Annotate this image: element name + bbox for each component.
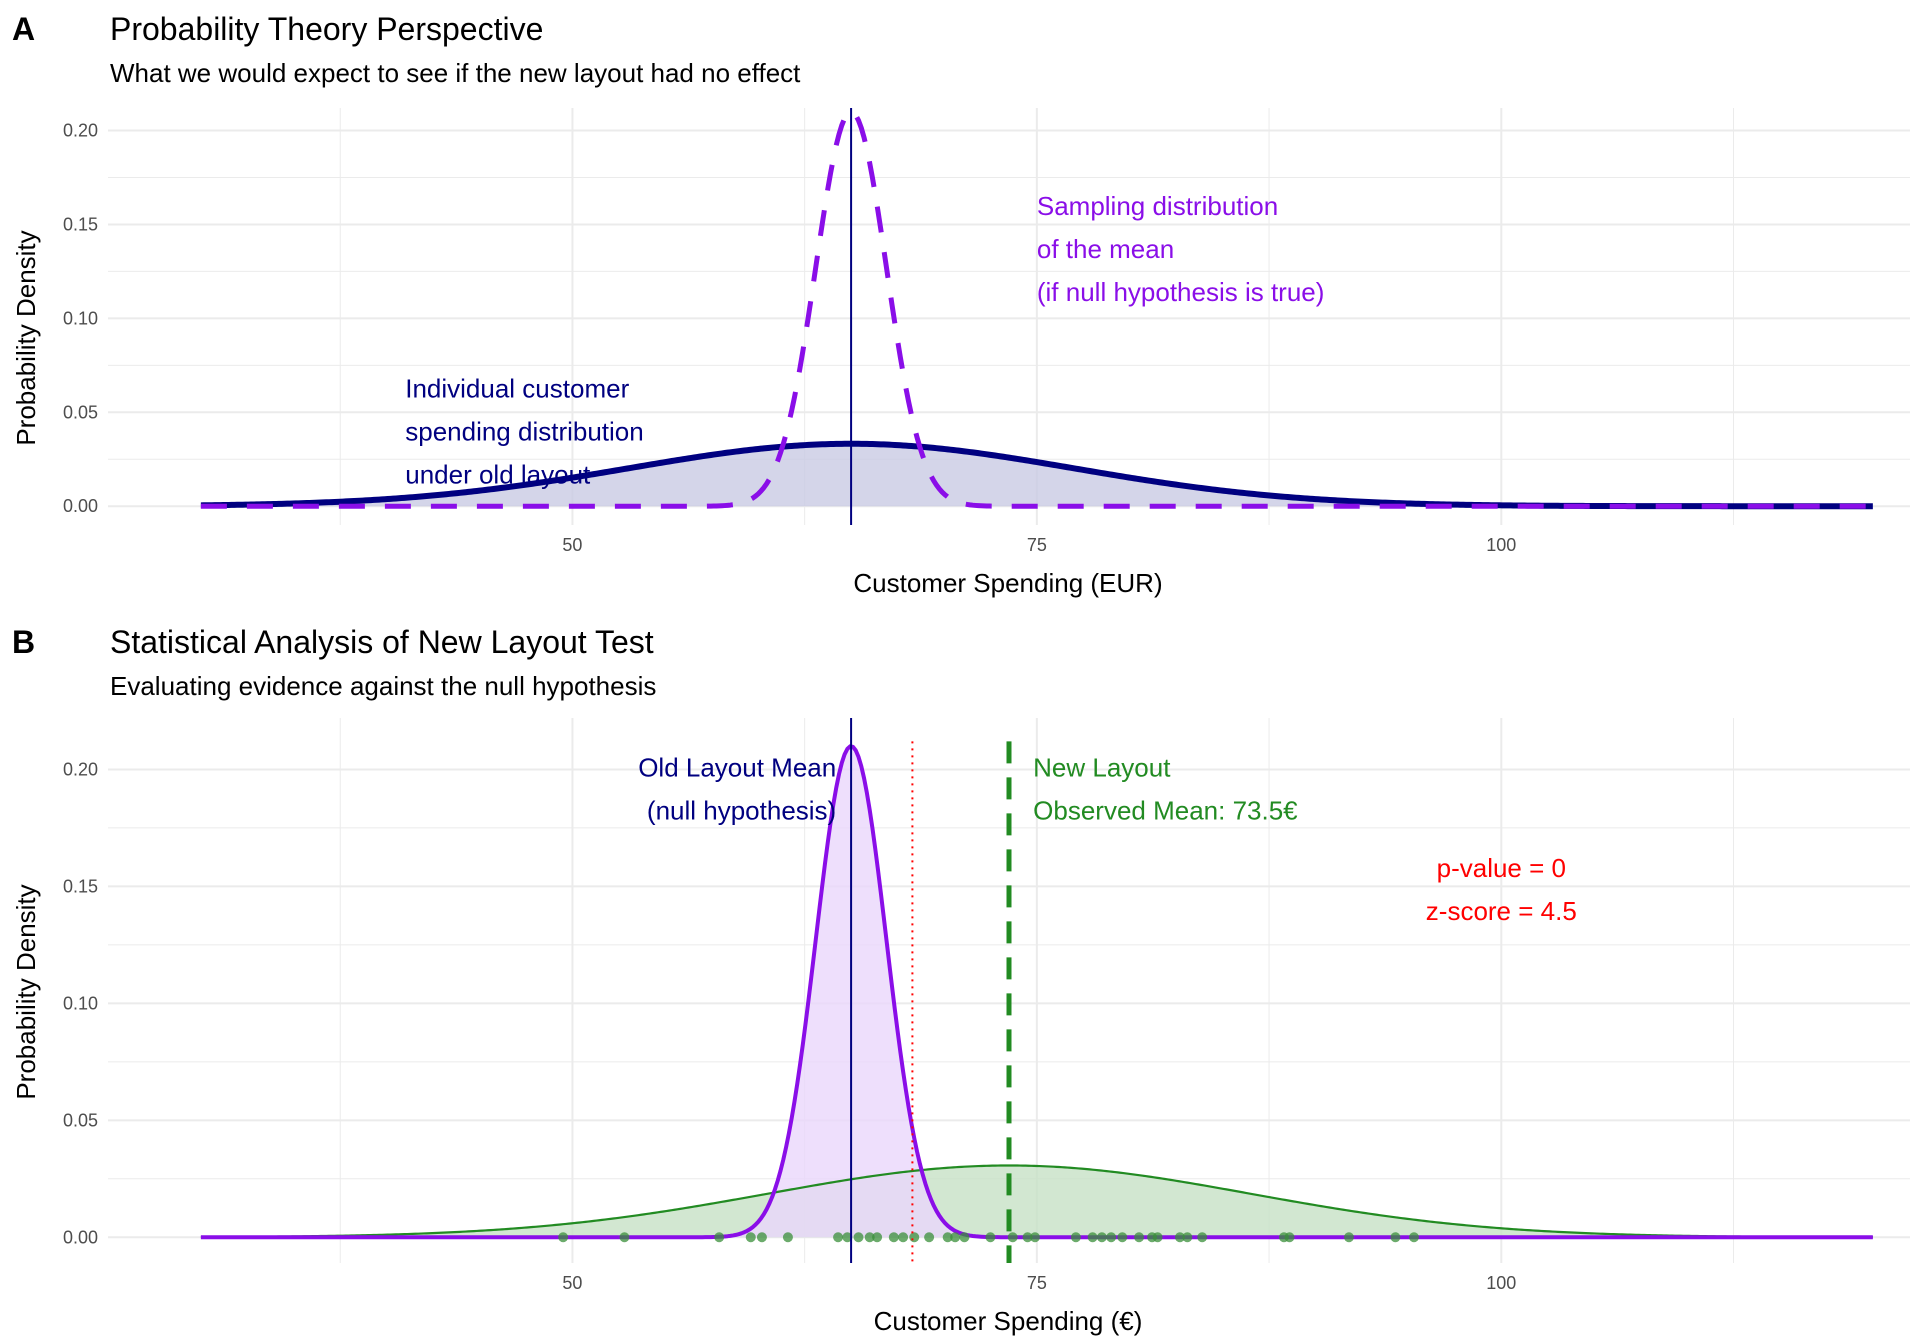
panel-b-reference-lines: [850, 718, 1012, 1263]
observation-point: [1007, 1232, 1018, 1243]
density-fill-0: [200, 443, 1873, 507]
annotation-line: of the mean: [1037, 234, 1174, 264]
y-tick-label: 0.10: [63, 993, 98, 1013]
density-curve-0: [200, 440, 1874, 510]
panel-a-subtitle: What we would expect to see if the new l…: [110, 58, 801, 88]
observation-point: [853, 1232, 864, 1243]
observation-point: [558, 1232, 569, 1243]
panel-a-tag: A: [12, 11, 35, 47]
observation-point: [864, 1232, 875, 1243]
observation-point: [888, 1232, 899, 1243]
y-tick-label: 0.20: [63, 121, 98, 141]
panel-b-tag: B: [12, 624, 35, 660]
panel-a-y-axis-title: Probability Density: [11, 230, 41, 445]
y-tick-label: 0.05: [63, 1110, 98, 1130]
observation-point: [1070, 1232, 1081, 1243]
observation-point: [1152, 1232, 1163, 1243]
y-tick-label: 0.00: [63, 496, 98, 516]
y-tick-label: 0.15: [63, 876, 98, 896]
annotation-1: New Layout Observed Mean: 73.5€: [1033, 752, 1298, 825]
observation-point: [1182, 1232, 1193, 1243]
observation-point: [1087, 1232, 1098, 1243]
panel-a-x-axis-title: Customer Spending (EUR): [853, 568, 1162, 598]
y-tick-label: 0.10: [63, 308, 98, 328]
observation-point: [959, 1232, 970, 1243]
panel-b-x-tick-labels: 50 75 100: [562, 1273, 1516, 1293]
x-tick-label: 100: [1486, 1273, 1516, 1293]
observation-point: [833, 1232, 844, 1243]
observation-point: [1390, 1232, 1401, 1243]
observation-point: [924, 1232, 935, 1243]
annotation-2: p-value = 0 z-score = 4.5: [1426, 853, 1577, 926]
observation-point: [745, 1232, 756, 1243]
observation-point: [1117, 1232, 1128, 1243]
observation-point: [1174, 1232, 1185, 1243]
panel-a-curves: [200, 109, 1874, 510]
density-curve-1: [200, 109, 1873, 509]
annotation-0: Old Layout Mean (null hypothesis): [638, 752, 836, 825]
observation-point: [782, 1232, 793, 1243]
annotation-line: New Layout: [1033, 752, 1171, 782]
panel-a-fills: [200, 443, 1873, 507]
annotation-1: Individual customer spending distribution…: [405, 373, 644, 489]
annotation-line: under old layout: [405, 459, 591, 489]
annotation-0: Sampling distribution of the mean (if null…: [1037, 191, 1325, 307]
annotation-line: Sampling distribution: [1037, 191, 1278, 221]
panel-a-x-tick-labels: 50 75 100: [562, 535, 1516, 555]
observation-point: [1134, 1232, 1145, 1243]
panel-b-fills: [200, 746, 1873, 1238]
panel-b: B Statistical Analysis of New Layout Tes…: [11, 624, 1910, 1336]
y-tick-label: 0.15: [63, 214, 98, 234]
panel-a: A Probability Theory Perspective What we…: [11, 11, 1910, 598]
density-curve-0: [200, 1164, 1873, 1239]
observation-point: [756, 1232, 767, 1243]
y-tick-label: 0.00: [63, 1227, 98, 1247]
observation-point: [1022, 1232, 1033, 1243]
observation-point: [909, 1232, 920, 1243]
observation-point: [898, 1232, 909, 1243]
x-tick-label: 50: [562, 535, 582, 555]
annotation-line: Old Layout Mean: [638, 752, 836, 782]
observation-point: [1343, 1232, 1354, 1243]
x-tick-label: 100: [1486, 535, 1516, 555]
observation-point: [842, 1232, 853, 1243]
density-fill-0: [200, 1165, 1873, 1238]
observation-point: [1106, 1232, 1117, 1243]
observation-point: [1096, 1232, 1107, 1243]
observation-point: [872, 1232, 883, 1243]
panel-b-observations: [558, 1232, 1419, 1243]
annotation-line: spending distribution: [405, 416, 644, 446]
y-tick-label: 0.05: [63, 402, 98, 422]
x-tick-label: 50: [562, 1273, 582, 1293]
annotation-line: Individual customer: [405, 373, 629, 403]
observation-point: [985, 1232, 996, 1243]
annotation-line: (if null hypothesis is true): [1037, 277, 1325, 307]
x-tick-label: 75: [1027, 535, 1047, 555]
observation-point: [1408, 1232, 1419, 1243]
annotation-line: p-value = 0: [1437, 853, 1566, 883]
x-tick-label: 75: [1027, 1273, 1047, 1293]
observation-point: [1197, 1232, 1208, 1243]
observation-point: [1284, 1232, 1295, 1243]
panel-a-title: Probability Theory Perspective: [110, 11, 543, 47]
panel-b-y-tick-labels: 0.00 0.05 0.10 0.15 0.20: [63, 759, 98, 1247]
panel-a-grid: [108, 108, 1910, 525]
observation-point: [714, 1232, 725, 1243]
observation-point: [1030, 1232, 1041, 1243]
annotation-line: (null hypothesis): [647, 795, 836, 825]
observation-point: [950, 1232, 961, 1243]
panel-b-subtitle: Evaluating evidence against the null hyp…: [110, 671, 656, 701]
observation-point: [619, 1232, 630, 1243]
panel-a-annotations: Sampling distribution of the mean (if null…: [405, 191, 1324, 489]
panel-b-title: Statistical Analysis of New Layout Test: [110, 624, 654, 660]
observation-point: [942, 1232, 953, 1243]
panel-a-y-tick-labels: 0.00 0.05 0.10 0.15 0.20: [63, 121, 98, 517]
panel-b-annotations: Old Layout Mean (null hypothesis) New Layo…: [638, 752, 1577, 926]
panel-b-x-axis-title: Customer Spending (€): [874, 1306, 1143, 1336]
annotation-line: Observed Mean: 73.5€: [1033, 795, 1298, 825]
annotation-line: z-score = 4.5: [1426, 896, 1577, 926]
y-tick-label: 0.20: [63, 759, 98, 779]
panel-b-y-axis-title: Probability Density: [11, 884, 41, 1099]
